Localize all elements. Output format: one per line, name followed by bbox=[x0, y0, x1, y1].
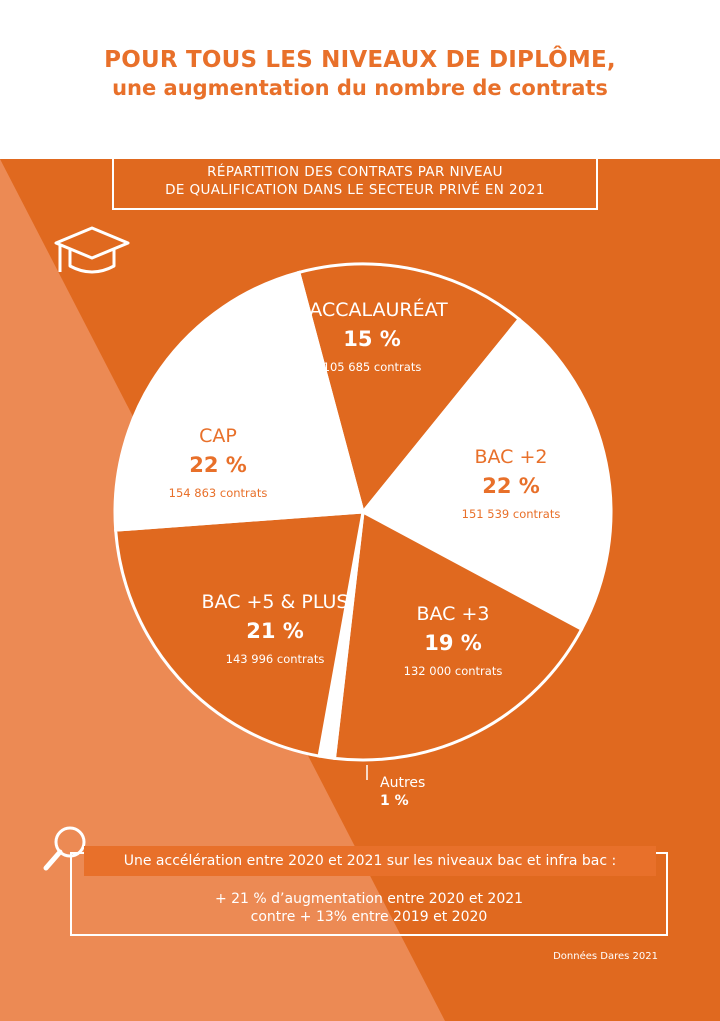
slice-label-bac-3: BAC +3 bbox=[416, 603, 489, 625]
pie-chart: BACCALAURÉAT 15 % 105 685 contrats BAC +2 22… bbox=[113, 262, 613, 809]
slice-contracts-cap: 154 863 contrats bbox=[169, 486, 268, 500]
slice-label-autres: Autres bbox=[380, 775, 425, 791]
source-note: Données Dares 2021 bbox=[553, 951, 658, 962]
headline: POUR TOUS LES NIVEAUX DE DIPLÔME, une au… bbox=[0, 46, 720, 102]
info-line2: + 21 % d’augmentation entre 2020 et 2021 bbox=[214, 891, 524, 907]
slice-percent-baccalaureat: 15 % bbox=[343, 327, 401, 351]
pie-slice-cap bbox=[113, 270, 365, 532]
pie-slice-bac-3 bbox=[332, 509, 584, 762]
slice-percent-cap: 22 % bbox=[189, 453, 247, 477]
info-line3: contre + 13% entre 2019 et 2020 bbox=[250, 909, 488, 925]
chart-title-line2: DE QUALIFICATION DANS LE SECTEUR PRIVÉ E… bbox=[165, 182, 545, 198]
slice-contracts-bac-3: 132 000 contrats bbox=[404, 664, 503, 678]
slice-label-cap: CAP bbox=[199, 425, 237, 447]
graduation-cap-icon bbox=[54, 226, 130, 274]
slice-contracts-bac-2: 151 539 contrats bbox=[462, 507, 561, 521]
chart-title-line1: RÉPARTITION DES CONTRATS PAR NIVEAU bbox=[207, 164, 503, 180]
pie-slice-bac-2 bbox=[360, 317, 613, 632]
headline-line2: une augmentation du nombre de contrats bbox=[112, 76, 608, 100]
slice-percent-bac-3: 19 % bbox=[424, 631, 482, 655]
headline-line1: POUR TOUS LES NIVEAUX DE DIPLÔME, bbox=[104, 47, 616, 73]
info-box: Une accélération entre 2020 et 2021 sur … bbox=[70, 846, 668, 936]
slice-label-baccalaureat: BACCALAURÉAT bbox=[296, 298, 448, 321]
slice-percent-bac-5-plus: 21 % bbox=[246, 619, 304, 643]
chart-title-box: RÉPARTITION DES CONTRATS PAR NIVEAU DE Q… bbox=[112, 152, 598, 210]
info-highlight: Une accélération entre 2020 et 2021 sur … bbox=[84, 846, 656, 876]
pie-slice-bac-5-plus bbox=[114, 510, 365, 758]
slice-percent-bac-2: 22 % bbox=[482, 474, 540, 498]
slice-percent-autres: 1 % bbox=[380, 793, 409, 809]
slice-label-bac-2: BAC +2 bbox=[474, 446, 547, 468]
slice-label-bac-5-plus: BAC +5 & PLUS bbox=[202, 591, 349, 613]
slice-contracts-bac-5-plus: 143 996 contrats bbox=[226, 652, 325, 666]
slice-contracts-baccalaureat: 105 685 contrats bbox=[323, 360, 422, 374]
pie-slice-baccalaureat bbox=[296, 262, 522, 516]
